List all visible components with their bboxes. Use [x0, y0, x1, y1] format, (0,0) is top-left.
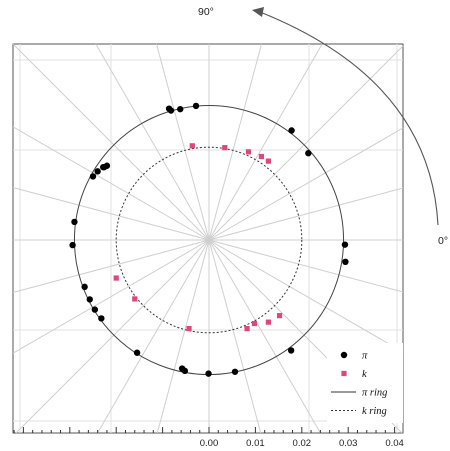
- spoke-line: [12, 43, 210, 241]
- pi-point: [71, 218, 78, 226]
- spoke-line: [208, 43, 263, 241]
- x-tick-label: 0.00: [200, 438, 219, 449]
- spoke-line: [12, 126, 210, 241]
- pi-point: [89, 173, 97, 180]
- k-point: [113, 275, 119, 281]
- x-tick-label: 0.02: [293, 438, 312, 449]
- pi-point: [91, 306, 99, 313]
- x-tick-label: 0.04: [385, 438, 404, 449]
- k-point: [186, 326, 192, 332]
- rotation-arrow: [252, 7, 439, 226]
- legend-label: k ring: [362, 406, 387, 417]
- k-point: [258, 153, 265, 160]
- k-point: [265, 158, 271, 164]
- pi-point: [341, 241, 349, 248]
- pi-point: [287, 347, 295, 354]
- k-point: [245, 149, 252, 155]
- pi-point: [342, 258, 349, 266]
- spoke-line: [208, 127, 404, 241]
- spoke-line: [208, 239, 404, 353]
- pi-point: [81, 283, 88, 291]
- pi-point: [205, 370, 212, 377]
- spoke-line: [208, 45, 404, 241]
- spoke-line: [12, 186, 210, 241]
- legend: πk π ring k ring: [327, 343, 403, 423]
- rotation-arrow-curve: [259, 11, 439, 226]
- radial-spokes: [12, 43, 404, 434]
- x-axis: 0.00 0.01 0.02 0.03 0.04: [13, 427, 404, 449]
- pi-point: [69, 241, 76, 249]
- spoke-line: [208, 187, 404, 241]
- k-point: [276, 313, 283, 319]
- spoke-line: [208, 239, 321, 434]
- pi-point: [181, 367, 189, 375]
- k-point: [222, 145, 228, 151]
- pi-point: [231, 368, 239, 375]
- legend-marker-pi: [340, 351, 348, 359]
- pi-point: [305, 150, 312, 157]
- pi-point: [100, 163, 108, 171]
- k-point: [189, 143, 195, 149]
- pi-point: [86, 296, 93, 303]
- k-point: [132, 296, 138, 302]
- x-tick-label: 0.03: [339, 438, 358, 449]
- spoke-line: [95, 43, 210, 241]
- pi-point: [288, 127, 295, 134]
- spoke-line: [97, 239, 210, 434]
- pi-point: [94, 168, 101, 175]
- spoke-line: [12, 239, 210, 354]
- pi-point: [98, 315, 105, 322]
- annotation-90-deg: 90°: [198, 6, 214, 18]
- k-point: [251, 320, 258, 327]
- legend-label: π: [362, 351, 368, 362]
- x-tick-label: 0.01: [246, 438, 265, 449]
- legend-label: k: [362, 369, 367, 380]
- spoke-line: [12, 239, 210, 294]
- spoke-line: [15, 239, 210, 434]
- spoke-line: [208, 239, 404, 293]
- legend-label: π ring: [362, 388, 387, 399]
- pi-point: [177, 105, 184, 113]
- k-point: [244, 326, 250, 332]
- legend-marker-k: [341, 370, 347, 377]
- spoke-line: [155, 43, 210, 241]
- pi-point: [133, 349, 141, 356]
- pi-point: [167, 107, 175, 114]
- k-point: [265, 319, 271, 325]
- legend-box: [327, 343, 403, 423]
- spoke-line: [208, 239, 262, 434]
- rotation-arrow-head: [252, 7, 264, 17]
- data-points: [69, 102, 349, 377]
- k-ring: [115, 146, 303, 334]
- annotation-0-deg: 0°: [438, 235, 448, 247]
- spoke-line: [208, 43, 323, 241]
- pi-point: [192, 102, 200, 110]
- spoke-line: [156, 239, 210, 434]
